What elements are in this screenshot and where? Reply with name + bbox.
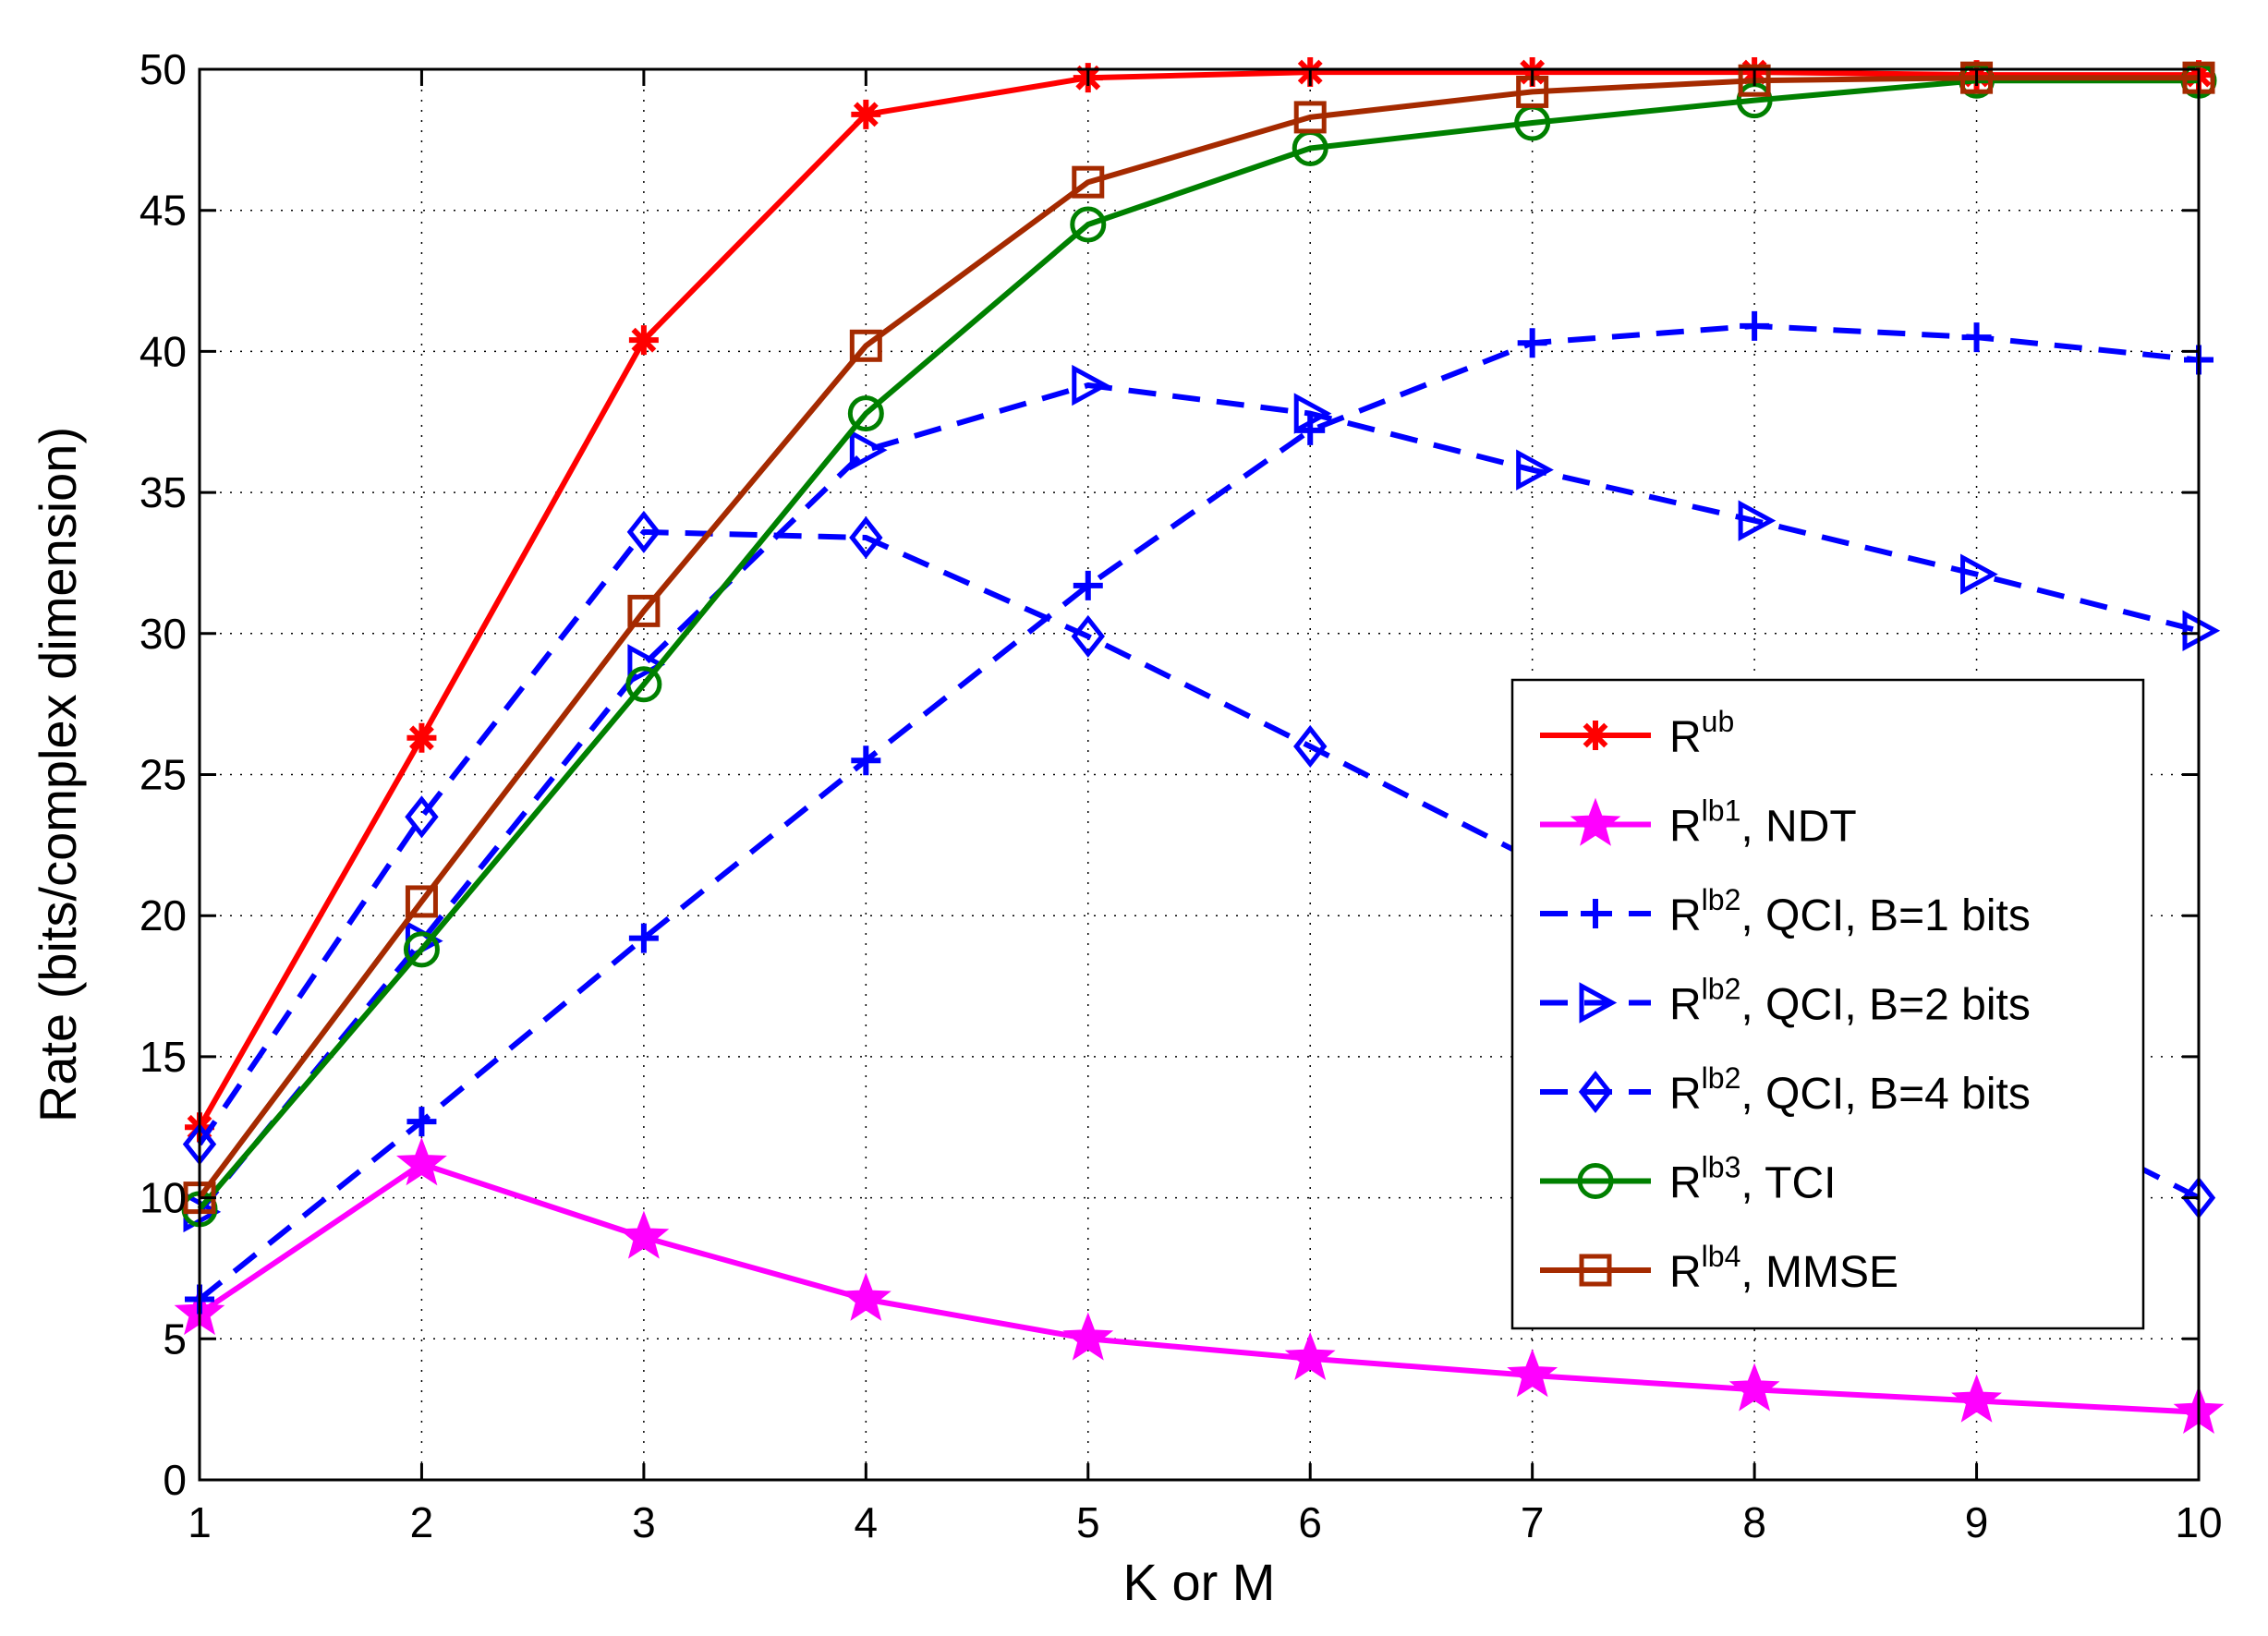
data-point-marker xyxy=(1293,393,1332,434)
series-line xyxy=(197,69,2199,1129)
data-point-marker xyxy=(1284,1331,1336,1380)
legend-marker xyxy=(1578,1070,1613,1114)
data-point-marker xyxy=(406,722,437,753)
data-point-marker xyxy=(1070,206,1107,243)
x-tick-label: 4 xyxy=(855,1498,879,1546)
y-tick-label: 30 xyxy=(139,610,187,658)
y-tick-label: 5 xyxy=(163,1315,187,1363)
data-point-marker xyxy=(628,923,659,953)
data-point-marker xyxy=(851,745,881,776)
y-tick-label: 15 xyxy=(139,1033,187,1081)
data-point-marker xyxy=(1960,553,1998,595)
x-tick-label: 3 xyxy=(632,1498,656,1546)
legend-marker xyxy=(1581,721,1610,750)
data-point-marker xyxy=(403,931,440,968)
data-point-marker xyxy=(1293,724,1328,768)
series-line xyxy=(197,382,2200,1214)
data-point-marker xyxy=(627,594,661,627)
legend-box xyxy=(1510,678,2145,1330)
legend-entry: Rlb2, QCI, B=1 bits xyxy=(1540,883,2031,940)
data-point-marker xyxy=(851,99,881,129)
x-axis-label: K or M xyxy=(1123,1553,1276,1611)
y-tick-label: 35 xyxy=(139,468,187,516)
legend-label: Rlb3, TCI xyxy=(1669,1151,1837,1208)
data-point-marker xyxy=(628,325,659,356)
legend-entry: Rlb2, QCI, B=4 bits xyxy=(1540,1061,2031,1119)
data-point-marker xyxy=(1062,1312,1114,1361)
y-tick-label: 10 xyxy=(139,1174,187,1222)
data-point-marker xyxy=(1728,1363,1780,1412)
data-point-marker xyxy=(1961,322,1992,353)
legend-label: Rlb4, MMSE xyxy=(1669,1240,1898,1297)
x-tick-label: 10 xyxy=(2175,1498,2222,1546)
data-point-marker xyxy=(849,430,888,471)
legend-marker xyxy=(1570,797,1621,846)
legend-marker xyxy=(1579,982,1618,1024)
legend: Rub Rlb1, NDT Rlb2, QCI, B=1 bits Rlb2, QCI… xyxy=(1510,678,2145,1330)
data-point-marker xyxy=(1072,165,1105,199)
data-point-marker xyxy=(1071,614,1105,658)
x-tick-label: 9 xyxy=(1965,1498,1989,1546)
data-point-marker xyxy=(618,1210,670,1259)
legend-marker xyxy=(1579,1254,1612,1287)
series-3 xyxy=(185,310,2213,1315)
data-point-marker xyxy=(405,795,439,839)
x-tick-label: 1 xyxy=(188,1498,212,1546)
data-point-marker xyxy=(1516,449,1554,491)
data-point-marker xyxy=(625,666,662,703)
legend-entry: Rlb1, NDT xyxy=(1540,794,1857,852)
data-point-marker xyxy=(406,1107,437,1137)
y-tick-label: 40 xyxy=(139,327,187,375)
legend-entry: Rlb4, MMSE xyxy=(1540,1240,1898,1297)
legend-label: Rlb2, QCI, B=2 bits xyxy=(1669,973,2031,1030)
data-point-marker xyxy=(1072,364,1110,406)
series-line xyxy=(197,75,2199,1200)
legend-label: Rlb2, QCI, B=4 bits xyxy=(1669,1061,2031,1119)
data-point-marker xyxy=(1073,570,1103,600)
data-point-marker xyxy=(849,329,882,362)
legend-marker xyxy=(1581,899,1610,928)
y-tick-label: 0 xyxy=(163,1456,187,1504)
series-line xyxy=(198,1161,2200,1415)
x-tick-label: 8 xyxy=(1742,1498,1766,1546)
legend-label: Rub xyxy=(1669,705,1734,762)
data-point-marker xyxy=(1507,1349,1558,1398)
data-point-marker xyxy=(1517,328,1547,358)
data-point-marker xyxy=(1293,101,1327,134)
data-point-marker xyxy=(1740,310,1770,341)
x-tick-label: 7 xyxy=(1521,1498,1545,1546)
data-point-marker xyxy=(1951,1374,2002,1423)
data-point-marker xyxy=(627,644,666,685)
legend-label: Rlb2, QCI, B=1 bits xyxy=(1669,883,2031,940)
data-point-marker xyxy=(405,885,438,918)
x-tick-label: 6 xyxy=(1298,1498,1322,1546)
gridlines xyxy=(200,69,2199,1480)
data-point-marker xyxy=(840,1272,891,1321)
legend-label: Rlb1, NDT xyxy=(1669,794,1857,852)
data-point-marker xyxy=(1738,64,1771,97)
y-tick-label: 25 xyxy=(139,751,187,799)
data-point-marker xyxy=(847,395,884,432)
data-point-marker xyxy=(396,1137,447,1186)
data-point-marker xyxy=(1960,61,1994,94)
legend-entry: Rlb2, QCI, B=2 bits xyxy=(1540,973,2031,1030)
x-tick-label: 5 xyxy=(1076,1498,1100,1546)
y-axis-label: Rate (bits/complex dimension) xyxy=(29,427,87,1122)
y-tick-label: 20 xyxy=(139,891,187,939)
y-tick-label: 45 xyxy=(139,187,187,235)
data-point-marker xyxy=(626,510,661,553)
y-tick-label: 50 xyxy=(139,45,187,93)
series-line xyxy=(197,78,2199,1211)
legend-entry: Rub xyxy=(1540,705,1734,762)
data-point-marker xyxy=(1738,500,1777,541)
legend-entry: Rlb3, TCI xyxy=(1540,1151,1837,1208)
data-point-marker xyxy=(849,515,883,559)
legend-marker xyxy=(1577,1163,1614,1199)
x-tick-label: 2 xyxy=(410,1498,434,1546)
